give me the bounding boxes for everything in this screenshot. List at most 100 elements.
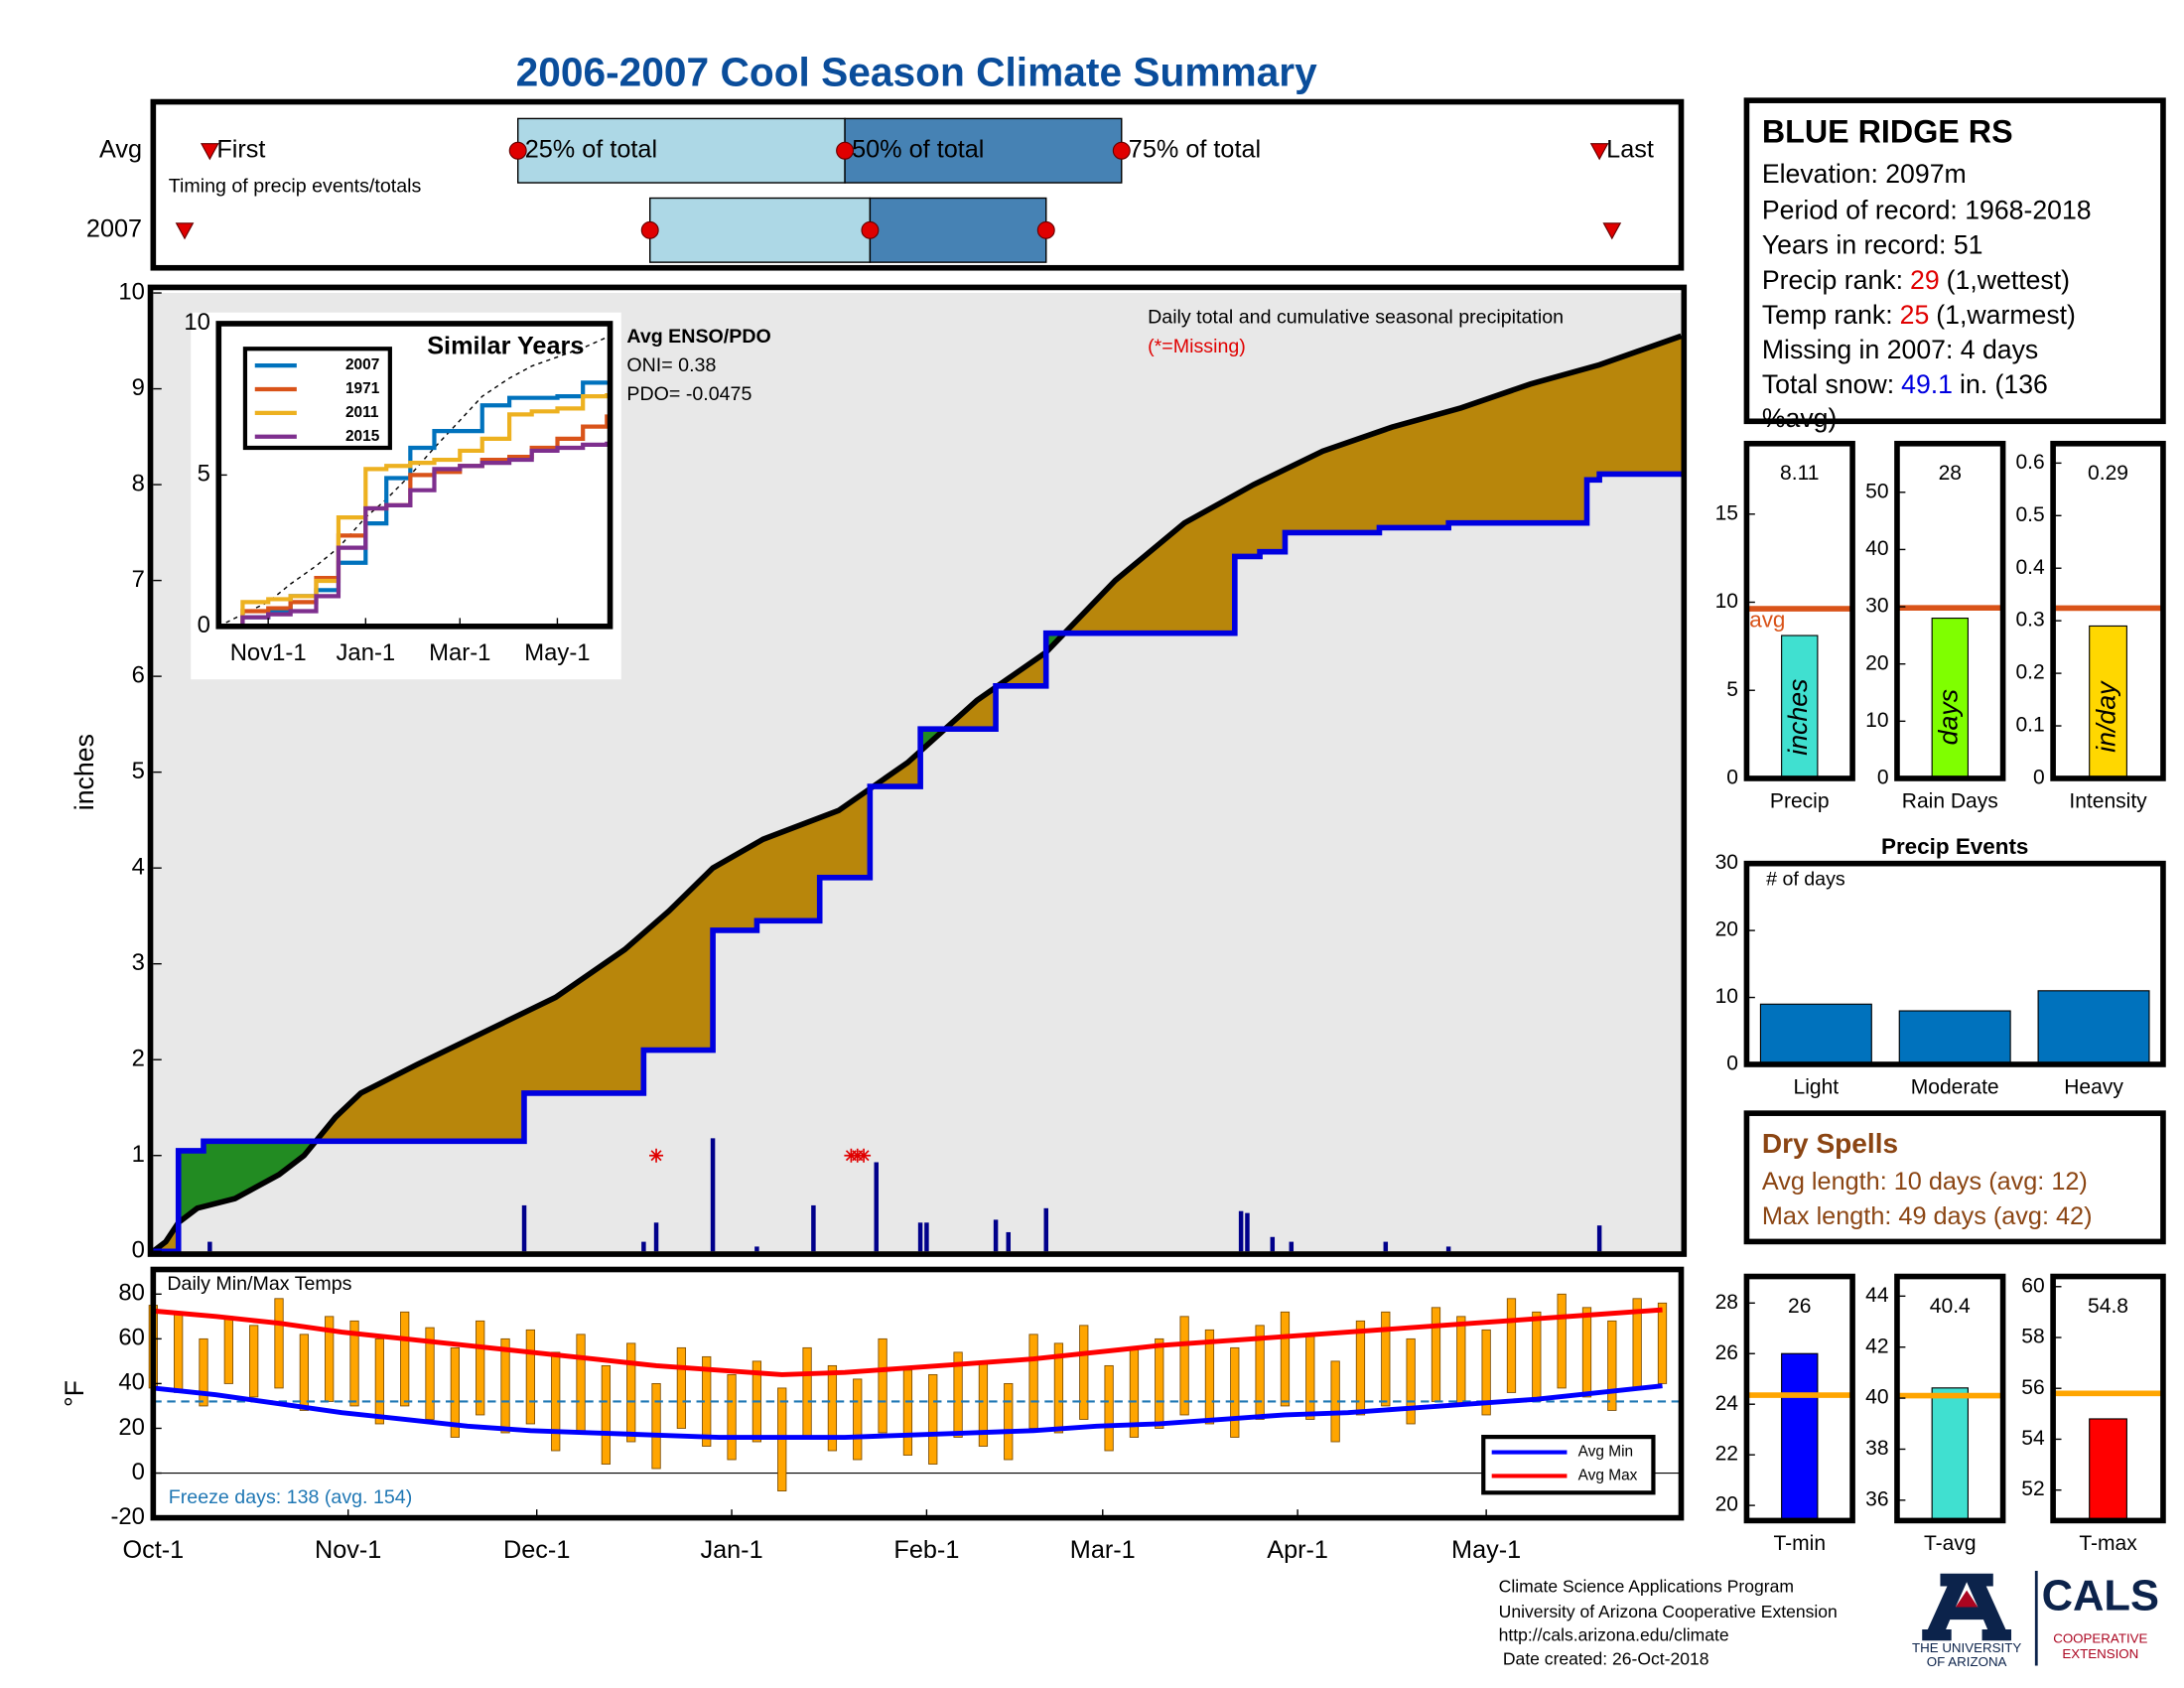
temp-range-bar [1079,1325,1089,1420]
y-tick-label: 30 [1865,595,1888,618]
snow-note-2: %avg) [1762,403,1838,433]
daily-precip-bar [811,1204,816,1252]
y-tick-label: 5 [132,758,145,784]
series-line [218,393,610,629]
event-marker [1602,222,1622,240]
y-tick-label: 10 [1865,709,1888,732]
dry-spells-box: Dry Spells Avg length: 10 days (avg: 12)… [1743,1110,2166,1245]
category-label: T-avg [1924,1532,1977,1555]
temp-range-bar [1255,1325,1265,1420]
daily-precip-bar [1445,1246,1451,1252]
daily-precip-bar [710,1138,716,1252]
y-tick-label: 4 [132,853,145,880]
temp-range-bar [325,1316,335,1402]
legend-label: Avg Max [1578,1468,1638,1484]
y-axis-label: # of days [1766,869,1845,891]
plot-frame [2050,1273,2166,1524]
temp-range-bar [1053,1342,1064,1434]
bar [2089,625,2127,779]
marker-label: 75% of total [1129,135,1261,163]
y-tick-label: 20 [1715,1493,1738,1516]
y-tick-label: 0.1 [2015,714,2044,737]
total-marker [508,141,527,160]
category-label: Heavy [2064,1075,2123,1098]
plot-frame [1743,860,2166,1067]
category-label: Light [1794,1075,1840,1098]
x-tick-label: Feb-1 [893,1536,959,1564]
value-label: 54.8 [2088,1295,2128,1318]
y-tick-label: 40 [1865,1386,1888,1409]
y-tick-label: 20 [1715,918,1738,941]
y-tick-label: 38 [1865,1437,1888,1460]
temp-range-bar [1230,1346,1240,1438]
logo-text: OF ARIZONA [1927,1654,2007,1669]
temp-range-bar [425,1327,435,1420]
quartile-box-high [869,197,1047,263]
station-years: Years in record: 51 [1762,230,1983,260]
marker-label: Last [1606,135,1654,163]
legend-frame [1481,1435,1656,1495]
temp-range-bar [601,1364,612,1465]
plot-frame [2050,440,2166,781]
x-tick-label: Nov1-1 [230,639,307,666]
y-tick-label: 0 [132,1237,145,1264]
x-tick-label: Nov-1 [315,1536,381,1564]
x-tick-label: May-1 [524,639,590,666]
y-tick-label: 0.4 [2015,556,2045,579]
y-tick-label: 3 [132,949,145,976]
unit-label: inches [1783,679,1813,756]
page-title: 2006-2007 Cool Season Climate Summary [516,50,1317,95]
bar [1931,1387,1969,1521]
y-tick-label: 0.5 [2015,503,2044,526]
y-tick-label: 0.6 [2015,451,2044,474]
unit-label: in/day [2092,680,2121,753]
footer: Climate Science Applications Program Uni… [1499,1570,2159,1669]
temp-range-bar [727,1373,737,1461]
daily-precip-bar [754,1246,759,1252]
temp-range-bar [1657,1302,1668,1384]
temp-range-bar [1607,1320,1617,1411]
category-label: T-max [2079,1532,2137,1555]
temp-range-bar [878,1337,887,1434]
temp-range-bar [450,1346,460,1438]
temp-range-bar [249,1325,259,1398]
total-marker [1112,141,1131,160]
temp-range-bar [1179,1316,1189,1416]
bar [1781,1352,1819,1521]
x-tick-label: Dec-1 [503,1536,570,1564]
event-marker [175,222,195,240]
temp-rank-note: (1,warmest) [1936,300,2076,330]
plot-frame [215,321,614,630]
temp-range-bar [1104,1364,1114,1452]
marker-label: 50% of total [852,135,984,163]
y-tick-label: 5 [198,461,210,488]
enso-annotation: Avg ENSO/PDO [626,326,770,348]
legend-label: 2007 [345,356,379,373]
x-tick-label: May-1 [1451,1536,1521,1564]
daily-precip-bar [874,1162,879,1252]
y-tick-label: 10 [1715,985,1738,1008]
category-label: Moderate [1911,1075,1999,1098]
temp-range-bar [1028,1334,1038,1429]
total-snow: Total snow: 49.1 in. (136 [1762,369,2048,399]
temp-rank-label: Temp rank: [1762,300,1893,330]
station-frame [1743,97,2166,425]
temp-range-bar [902,1369,913,1456]
footer-line: Climate Science Applications Program [1499,1576,1794,1596]
y-tick-label: 0.2 [2015,661,2044,684]
x-tick-label: Mar-1 [1070,1536,1136,1564]
unit-label: days [1933,689,1963,745]
precip-rank-label: Precip rank: [1762,265,1903,295]
legend-label: 1971 [345,380,380,397]
daily-precip-bar [1596,1225,1602,1252]
y-tick-label: 1 [132,1141,145,1168]
temp-range-bar [1557,1293,1567,1389]
temp-range-bar [827,1364,838,1452]
category-label: Rain Days [1902,789,1998,812]
missing-note: (*=Missing) [1148,336,1246,357]
total-marker [640,220,659,239]
temp-range-bar [1532,1311,1542,1402]
temp-range-bar [199,1337,208,1407]
y-tick-label: 50 [1865,480,1888,502]
